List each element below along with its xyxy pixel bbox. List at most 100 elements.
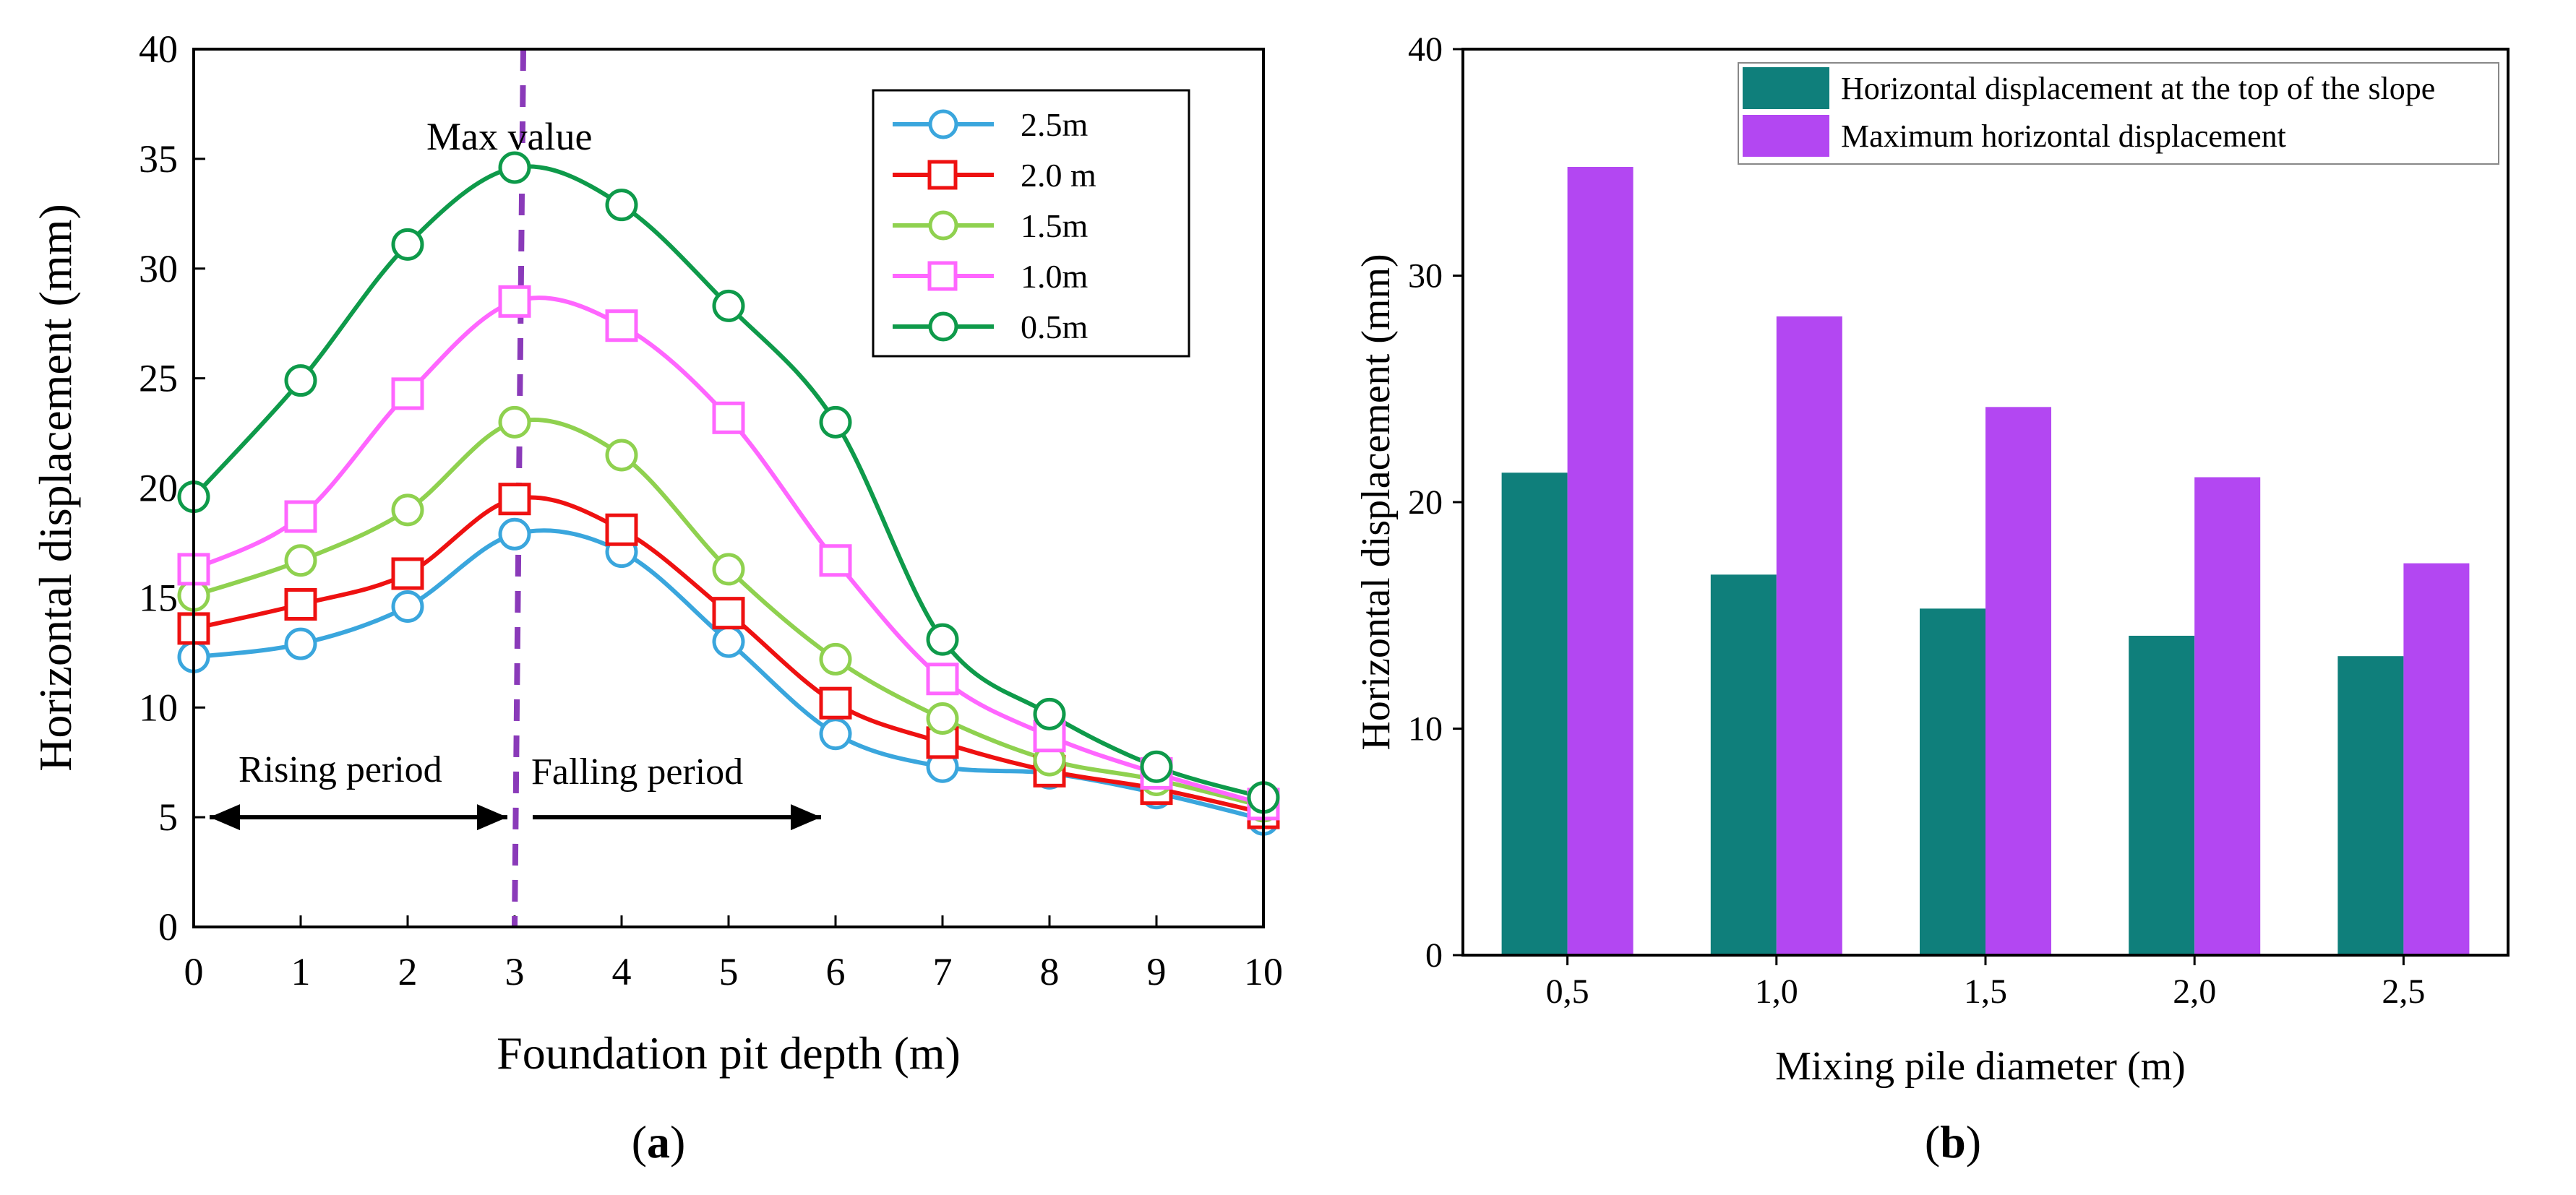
legend-label: 0.5m (1021, 309, 1089, 345)
legend-marker-square (927, 160, 958, 190)
data-point-square (605, 513, 638, 546)
legend-swatch (1743, 115, 1829, 157)
legend-label: 2.0 m (1021, 157, 1096, 194)
panel-a-label: (a) (632, 1116, 686, 1168)
legend-marker-square (927, 261, 958, 291)
legend-swatch (1743, 67, 1829, 109)
panel-b-plot-frame (1461, 48, 2510, 957)
panel-a-x-tick-label: 10 (1244, 950, 1283, 993)
panel-a-y-tick-label: 35 (139, 137, 178, 181)
data-point-circle (926, 623, 959, 656)
data-point-circle (498, 405, 531, 439)
data-point-circle (819, 717, 852, 751)
data-point-square (819, 544, 852, 577)
panel-b-y-axis-label: Horizontal displacement (mm) (1354, 254, 1399, 750)
bar-top-of-slope-2-0 (2129, 635, 2195, 955)
panel-b-label: (b) (1925, 1116, 1981, 1168)
bar-maximum-1-0 (1776, 316, 1842, 955)
panel-a-x-axis-label: Foundation pit depth (m) (497, 1027, 961, 1079)
panel-b-y-tick-label: 40 (1408, 30, 1443, 69)
data-point-square (391, 377, 424, 410)
data-point-square (712, 401, 745, 434)
data-point-circle (819, 642, 852, 676)
panel-b-legend: Horizontal displacement at the top of th… (1738, 62, 2499, 165)
panel-a-axis-ticks: 0 1 2 3 4 5 6 7 8 9 10 0 5 10 15 20 25 30 35 40 (139, 27, 1283, 993)
panel-a-x-tick-label: 9 (1147, 950, 1167, 993)
legend-marker-circle (928, 210, 958, 241)
panel-a-x-tick-label: 7 (933, 950, 953, 993)
panel-b-x-tick-label: 0,5 (1546, 972, 1589, 1011)
data-point-circle (284, 544, 317, 577)
arrow-head (791, 804, 821, 831)
data-point-circle (498, 151, 531, 184)
panel-a-y-tick-label: 25 (139, 357, 178, 400)
data-point-square (498, 483, 531, 516)
panel-b-x-tick-label: 1,0 (1755, 972, 1798, 1011)
panel-b-x-tick-label: 2,0 (2173, 972, 2216, 1011)
panel-a-period-arrows (210, 804, 821, 831)
panel-a-y-tick-label: 0 (158, 905, 178, 949)
panel-a-y-axis-label: Horizontal displacement (mm) (30, 204, 81, 772)
legend-label: Maximum horizontal displacement (1841, 118, 2286, 154)
panel-b-x-tick-label: 1,5 (1964, 972, 2007, 1011)
panel-a-letter: a (647, 1116, 670, 1168)
panel-a-falling-period-label: Falling period (531, 751, 743, 793)
data-point-circle (391, 493, 424, 527)
panel-b-letter: b (1940, 1116, 1966, 1168)
panel-a-y-tick-label: 20 (139, 467, 178, 510)
panel-b-y-tick-label: 10 (1408, 710, 1443, 749)
panel-b-y-tick-label: 20 (1408, 483, 1443, 522)
data-point-circle (605, 189, 638, 222)
legend-label: 1.5m (1021, 207, 1089, 244)
panel-a-x-tick-label: 5 (719, 950, 739, 993)
bar-maximum-2-5 (2403, 563, 2470, 955)
series-line-1.0m (192, 295, 1264, 806)
panel-a-legend: 2.5m 2.0 m 1.5m 1.0m 0.5m (872, 89, 1190, 358)
bar-maximum-2-0 (2194, 477, 2261, 955)
data-point-circle (1140, 750, 1173, 783)
bar-maximum-0-5 (1567, 167, 1633, 955)
panel-a-y-tick-label: 5 (158, 795, 178, 839)
data-point-square (819, 686, 852, 720)
panel-a-x-tick-label: 8 (1040, 950, 1060, 993)
panel-b-y-tick-label: 0 (1425, 936, 1443, 975)
arrow-head (210, 804, 240, 831)
panel-a-x-tick-label: 6 (826, 950, 846, 993)
data-point-circle (1033, 697, 1066, 730)
bar-maximum-1-5 (1985, 407, 2051, 955)
data-point-circle (712, 625, 745, 658)
panel-b-y-tick-label: 30 (1408, 257, 1443, 295)
panel-a-y-tick-label: 15 (139, 576, 178, 619)
panel-b-bars (1501, 167, 2470, 955)
bar-top-of-slope-1-0 (1710, 574, 1777, 955)
legend-marker-circle (928, 311, 958, 342)
data-point-circle (498, 517, 531, 551)
data-point-square (284, 587, 317, 621)
bar-top-of-slope-1-5 (1920, 608, 1985, 955)
data-point-circle (391, 228, 424, 261)
data-point-circle (712, 289, 745, 322)
panel-a-line-chart: 0 1 2 3 4 5 6 7 8 9 10 0 5 10 15 20 25 30 35 40 Max value R… (30, 27, 1283, 1168)
data-point-circle (819, 405, 852, 439)
data-point-square (926, 663, 959, 696)
bar-top-of-slope-2-5 (2337, 656, 2404, 955)
panel-b-x-axis-label: Mixing pile diameter (m) (1775, 1044, 2186, 1089)
panel-a-x-tick-label: 3 (505, 950, 525, 993)
panel-a-x-tick-label: 2 (398, 950, 418, 993)
panel-b-bar-chart: 0,5 1,0 1,5 2,0 2,5 0 10 20 30 40 Horizontal disp… (1354, 30, 2510, 1168)
data-point-circle (926, 702, 959, 735)
legend-label: 1.0m (1021, 258, 1089, 295)
data-point-square (605, 309, 638, 342)
panel-a-max-value-label: Max value (426, 115, 592, 158)
panel-a-y-tick-label: 10 (139, 686, 178, 729)
legend-label: Horizontal displacement at the top of th… (1841, 71, 2435, 106)
panel-a-y-tick-label: 30 (139, 247, 178, 290)
panel-b-x-tick-label: 2,5 (2382, 972, 2425, 1011)
bar-top-of-slope-0-5 (1501, 473, 1568, 955)
panel-b-legend-box (1738, 62, 2499, 165)
panel-a-x-tick-label: 1 (291, 950, 311, 993)
panel-a-plot-frame (192, 48, 1265, 928)
data-point-square (498, 285, 531, 318)
panel-b-axis-ticks: 0,5 1,0 1,5 2,0 2,5 0 10 20 30 40 (1408, 30, 2425, 1011)
